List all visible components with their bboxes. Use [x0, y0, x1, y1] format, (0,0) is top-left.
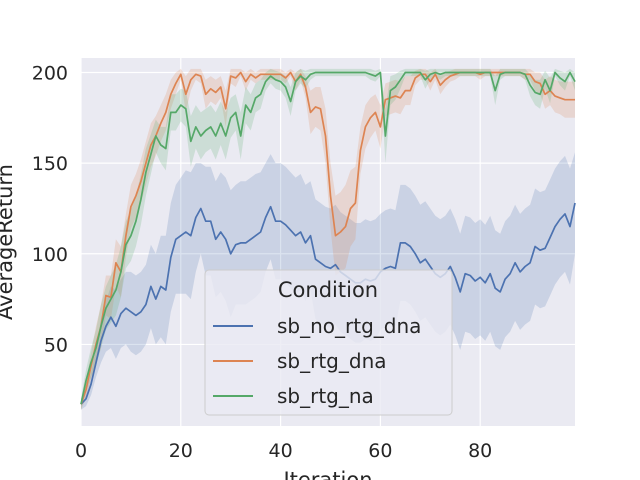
x-tick-label: 80 — [468, 440, 492, 462]
legend-items: sb_no_rtg_dna sb_rtg_dna sb_rtg_na — [213, 314, 421, 408]
x-tick-label: 40 — [269, 440, 293, 462]
x-tick-label: 60 — [368, 440, 392, 462]
y-axis-ticks: 50 100 150 200 — [32, 63, 68, 357]
legend-label-sb_rtg_na: sb_rtg_na — [277, 384, 374, 408]
legend-box — [204, 269, 453, 416]
y-axis-label: AverageReturn — [0, 164, 17, 320]
y-tick-label: 200 — [32, 63, 68, 85]
x-axis-label: Iteration — [283, 468, 372, 480]
line-sb_no_rtg_dna — [80, 202, 576, 405]
y-tick-label: 100 — [32, 244, 68, 266]
legend-label-sb_rtg_dna: sb_rtg_dna — [277, 349, 387, 373]
y-tick-label: 50 — [44, 334, 68, 356]
legend-label-sb_no_rtg_dna: sb_no_rtg_dna — [277, 314, 421, 338]
band-sb_rtg_dna — [81, 68, 575, 410]
series-lines — [80, 71, 576, 405]
x-tick-label: 20 — [169, 440, 193, 462]
legend-title: Condition — [278, 278, 378, 302]
line-sb_rtg_na — [80, 71, 576, 405]
line-sb_rtg_dna — [80, 71, 575, 405]
x-axis-ticks: 0 20 40 60 80 — [75, 440, 492, 462]
x-tick-label: 0 — [75, 440, 87, 462]
y-tick-label: 150 — [32, 153, 68, 175]
legend: Condition sb_no_rtg_dna sb_rtg_dna sb_rtg_… — [204, 269, 453, 416]
